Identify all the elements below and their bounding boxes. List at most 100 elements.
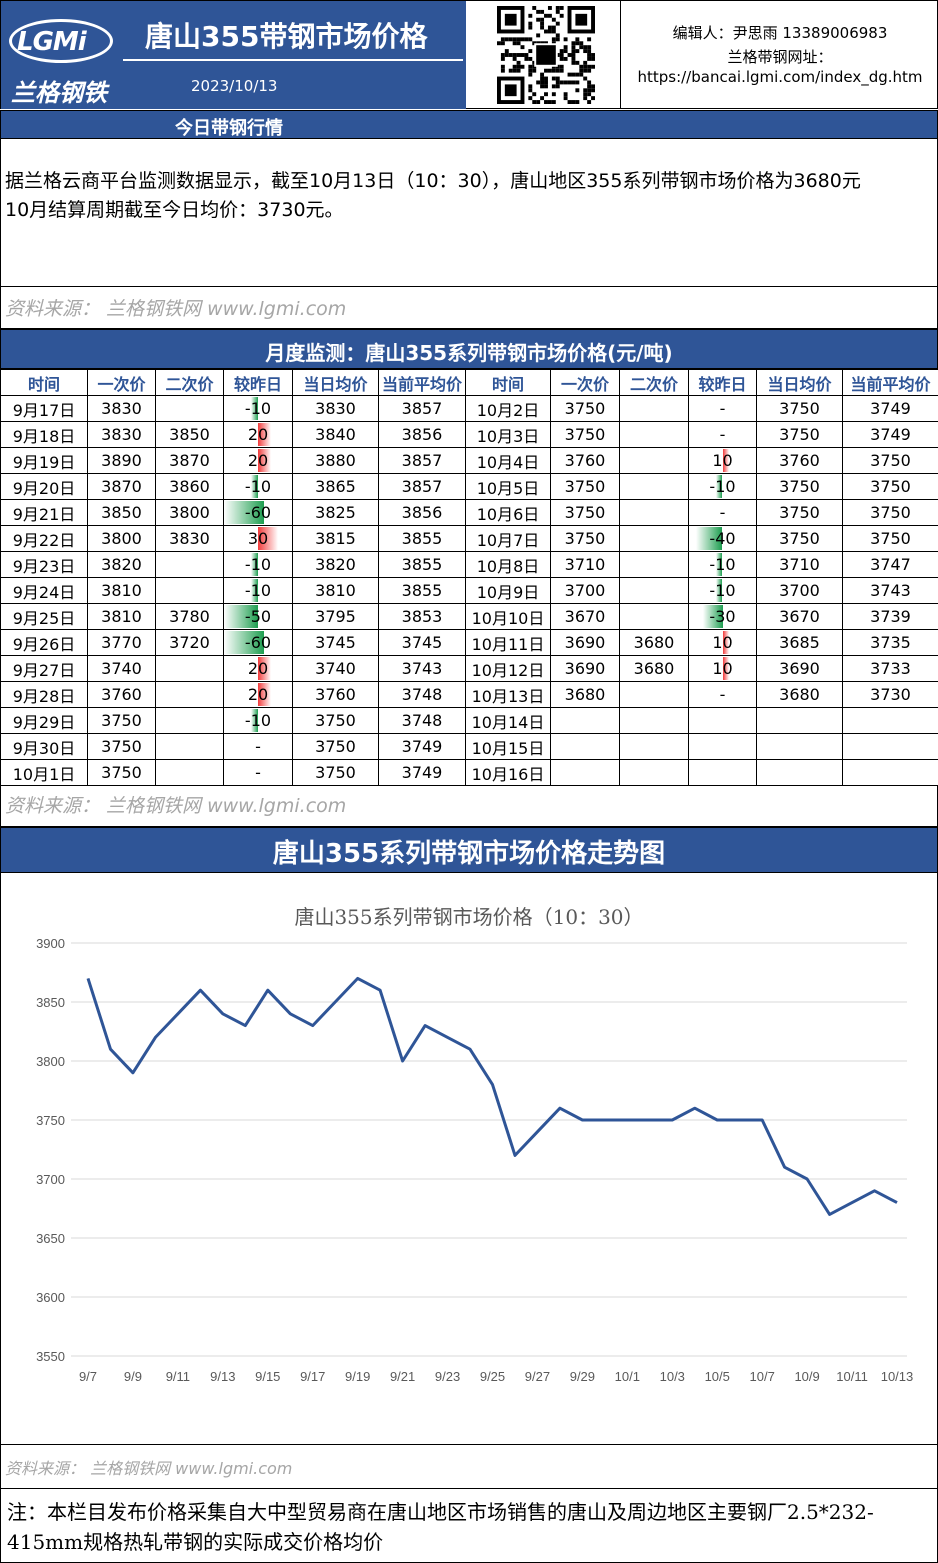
table-cell: 3810 (292, 577, 379, 604)
cell-value: 3720 (169, 633, 210, 652)
cell-value: 3795 (315, 607, 356, 626)
table-cell: 3890 (87, 447, 156, 474)
cell-value: 3750 (564, 425, 606, 444)
table-cell: 3743 (842, 577, 938, 604)
column-header: 时间 (465, 369, 551, 396)
cell-value: 3750 (564, 399, 606, 418)
cell-value: 10月6日 (476, 504, 540, 524)
decrease-bar (715, 553, 723, 576)
x-tick-label: 9/17 (300, 1369, 325, 1384)
table-cell: 3747 (842, 551, 938, 578)
change-cell: 10 (688, 655, 757, 682)
table-cell (155, 759, 224, 786)
table-cell: 3750 (292, 733, 379, 760)
table-cell: 10月9日 (465, 577, 551, 604)
cell-value: -60 (244, 633, 272, 652)
cell-value: - (719, 399, 726, 418)
table-cell: 3748 (378, 707, 466, 734)
table-cell: 3749 (842, 421, 938, 448)
cell-value: -10 (244, 711, 272, 730)
table-cell: 10月1日 (0, 759, 88, 786)
table-cell (550, 759, 620, 786)
table-cell (155, 707, 224, 734)
table-cell: 3750 (550, 499, 620, 526)
table-cell (155, 655, 224, 682)
table-cell: 3750 (842, 499, 938, 526)
cell-value: 10 (712, 659, 733, 678)
table-cell (550, 707, 620, 734)
cell-value: 3825 (315, 503, 356, 522)
cell-value: 3750 (779, 425, 820, 444)
change-cell (688, 707, 757, 734)
cell-value: 3740 (101, 659, 142, 678)
table-cell: 3750 (842, 525, 938, 552)
cell-value: 3760 (564, 451, 606, 470)
table-cell: 9月17日 (0, 395, 88, 422)
cell-value: 3800 (101, 529, 142, 548)
cell-value: 10月11日 (471, 634, 545, 654)
cell-value: - (255, 763, 261, 782)
y-tick-label: 3750 (36, 1113, 65, 1128)
change-cell: -50 (223, 603, 293, 630)
cell-value: 3749 (401, 763, 443, 782)
cell-value: 3760 (101, 685, 142, 704)
y-tick-label: 3900 (36, 936, 65, 951)
increase-bar (722, 657, 730, 680)
table-cell: 10月3日 (465, 421, 551, 448)
table-row: 9月23日 3820 -10 3820 3855 10月8日 3710 -10 3710 3747 (0, 551, 938, 578)
cell-value: -10 (244, 555, 272, 574)
decrease-bar (224, 605, 258, 628)
cell-value: 3750 (564, 503, 606, 522)
table-cell: 3750 (550, 395, 620, 422)
cell-value: 3780 (169, 607, 210, 626)
chart-svg: 唐山355系列带钢市场价格（10：30） 3550 3600 3650 3700 3750… (36, 905, 913, 1384)
cell-value: - (719, 425, 726, 444)
table-cell: 3735 (842, 629, 938, 656)
table-cell (550, 733, 620, 760)
change-cell: -10 (688, 473, 757, 500)
cell-value: - (719, 685, 726, 704)
change-cell: -10 (223, 473, 293, 500)
table-cell: 3720 (155, 629, 224, 656)
table-cell (756, 733, 843, 760)
cell-value: 3690 (564, 633, 606, 652)
monthly-title: 月度监测：唐山355系列带钢市场价格(元/吨) (265, 341, 673, 365)
table-cell: 3760 (87, 681, 156, 708)
table-cell: 3860 (155, 473, 224, 500)
cell-value: 10月4日 (476, 452, 540, 472)
cell-value: 3730 (870, 685, 911, 704)
table-cell: 3880 (292, 447, 379, 474)
cell-value: 3820 (101, 555, 142, 574)
table-cell: 3760 (756, 447, 843, 474)
cell-value: 3857 (401, 451, 443, 470)
table-cell: 9月22日 (0, 525, 88, 552)
change-cell: 10 (688, 629, 757, 656)
website-url[interactable]: https://bancai.lgmi.com/index_dg.htm (637, 68, 923, 86)
decrease-bar (251, 579, 258, 602)
today-line2: 10月结算周期截至今日均价：3730元。 (5, 199, 344, 221)
decrease-bar (715, 579, 723, 602)
change-cell: -10 (688, 577, 757, 604)
x-tick-label: 9/7 (79, 1369, 97, 1384)
y-tick-label: 3650 (36, 1231, 65, 1246)
table-cell: 3750 (550, 421, 620, 448)
table-cell (155, 551, 224, 578)
cell-value: 3750 (779, 399, 820, 418)
source-note-2: 资料来源： 兰格钢铁网 www.lgmi.com (0, 785, 938, 827)
table-cell: 3749 (378, 733, 466, 760)
table-row: 9月18日 3830 3850 20 3840 3856 10月3日 3750 - 3750 374… (0, 421, 938, 448)
table-cell: 9月21日 (0, 499, 88, 526)
cell-value: -10 (244, 581, 272, 600)
table-cell: 3733 (842, 655, 938, 682)
cell-value: 3743 (401, 659, 443, 678)
column-header: 一次价 (87, 369, 156, 396)
decrease-bar (224, 501, 265, 524)
cell-value: 3680 (564, 685, 606, 704)
table-cell (619, 733, 689, 760)
cell-value: 9月27日 (12, 660, 76, 680)
cell-value: 9月21日 (12, 504, 76, 524)
table-cell: 9月19日 (0, 447, 88, 474)
table-cell: 3745 (378, 629, 466, 656)
table-cell: 3750 (842, 447, 938, 474)
editor-text: 编辑人：尹思雨 13389006983 (672, 24, 888, 42)
